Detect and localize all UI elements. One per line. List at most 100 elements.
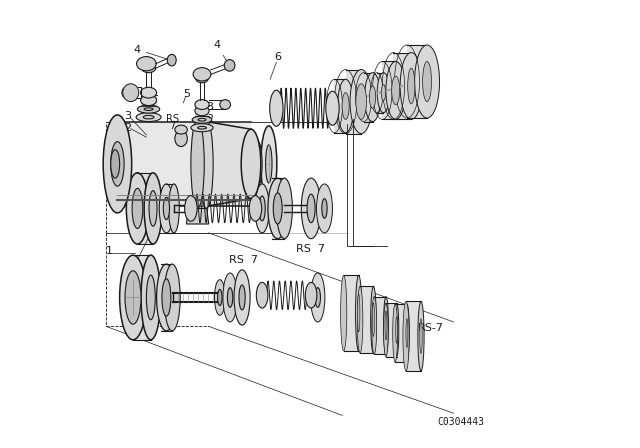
Polygon shape <box>207 121 251 206</box>
Polygon shape <box>186 206 209 224</box>
Ellipse shape <box>224 60 235 71</box>
Ellipse shape <box>260 126 277 202</box>
Ellipse shape <box>162 279 171 316</box>
Ellipse shape <box>369 86 376 108</box>
Ellipse shape <box>120 255 147 340</box>
Ellipse shape <box>408 68 415 104</box>
Ellipse shape <box>198 118 206 121</box>
Ellipse shape <box>239 285 245 310</box>
Ellipse shape <box>372 303 374 336</box>
Ellipse shape <box>103 115 132 213</box>
Bar <box>141 95 157 106</box>
Ellipse shape <box>337 79 354 133</box>
Ellipse shape <box>301 178 321 239</box>
Ellipse shape <box>163 197 170 220</box>
Ellipse shape <box>122 87 131 98</box>
Ellipse shape <box>406 319 408 348</box>
Ellipse shape <box>144 108 153 111</box>
Ellipse shape <box>422 61 431 102</box>
Ellipse shape <box>147 275 156 320</box>
Ellipse shape <box>273 193 282 224</box>
Ellipse shape <box>241 129 260 198</box>
Ellipse shape <box>269 90 283 126</box>
Ellipse shape <box>383 303 388 357</box>
Ellipse shape <box>404 304 410 362</box>
Bar <box>407 45 427 118</box>
Ellipse shape <box>372 297 377 354</box>
Ellipse shape <box>175 125 188 134</box>
Text: RS  7: RS 7 <box>296 244 324 254</box>
Ellipse shape <box>400 52 422 119</box>
Bar <box>360 286 373 353</box>
Text: 4: 4 <box>213 40 228 63</box>
Ellipse shape <box>365 73 381 121</box>
Ellipse shape <box>393 304 397 362</box>
Bar <box>273 178 284 239</box>
Bar <box>335 79 346 133</box>
Bar <box>195 106 209 116</box>
Text: 4: 4 <box>134 45 168 59</box>
Ellipse shape <box>193 68 211 81</box>
Ellipse shape <box>381 85 386 101</box>
Ellipse shape <box>268 178 287 239</box>
Ellipse shape <box>403 302 409 371</box>
Ellipse shape <box>392 76 400 105</box>
Ellipse shape <box>164 264 180 331</box>
Ellipse shape <box>340 275 347 351</box>
Ellipse shape <box>185 196 197 221</box>
Ellipse shape <box>356 84 367 119</box>
Bar <box>166 184 174 233</box>
Ellipse shape <box>192 116 212 123</box>
Ellipse shape <box>168 184 179 233</box>
Ellipse shape <box>310 273 325 322</box>
Ellipse shape <box>167 54 176 66</box>
Ellipse shape <box>396 317 397 343</box>
Ellipse shape <box>196 75 208 83</box>
Ellipse shape <box>132 188 143 228</box>
Text: 7: 7 <box>170 121 176 131</box>
Ellipse shape <box>386 61 406 119</box>
Text: 5: 5 <box>183 89 190 99</box>
Ellipse shape <box>420 319 422 353</box>
Bar <box>133 255 151 340</box>
Ellipse shape <box>394 303 399 357</box>
Ellipse shape <box>255 184 269 233</box>
Ellipse shape <box>249 196 262 221</box>
Ellipse shape <box>191 124 213 132</box>
Ellipse shape <box>385 311 387 340</box>
Ellipse shape <box>257 282 268 308</box>
Ellipse shape <box>223 273 237 322</box>
Ellipse shape <box>141 64 156 73</box>
Ellipse shape <box>342 93 349 119</box>
Bar <box>395 304 407 362</box>
Ellipse shape <box>141 95 157 106</box>
Ellipse shape <box>266 145 272 183</box>
Bar <box>406 302 421 371</box>
Ellipse shape <box>141 87 157 98</box>
Ellipse shape <box>316 184 332 233</box>
Ellipse shape <box>356 275 362 351</box>
Ellipse shape <box>371 286 376 353</box>
Bar <box>198 120 207 208</box>
Bar <box>117 121 251 206</box>
Ellipse shape <box>307 194 315 223</box>
Ellipse shape <box>253 141 262 187</box>
Bar <box>346 69 361 134</box>
Ellipse shape <box>136 56 156 71</box>
Ellipse shape <box>350 69 372 134</box>
Ellipse shape <box>418 302 424 371</box>
Ellipse shape <box>123 84 139 102</box>
Ellipse shape <box>305 282 317 308</box>
Ellipse shape <box>415 45 440 118</box>
Text: 2: 2 <box>124 122 131 133</box>
Ellipse shape <box>214 280 225 315</box>
Ellipse shape <box>159 184 173 233</box>
Ellipse shape <box>276 178 292 239</box>
Ellipse shape <box>175 130 188 146</box>
Ellipse shape <box>198 126 207 129</box>
Ellipse shape <box>111 142 124 186</box>
Ellipse shape <box>138 105 160 113</box>
Text: C0304443: C0304443 <box>438 417 484 427</box>
Ellipse shape <box>383 297 388 354</box>
Bar <box>382 61 396 119</box>
